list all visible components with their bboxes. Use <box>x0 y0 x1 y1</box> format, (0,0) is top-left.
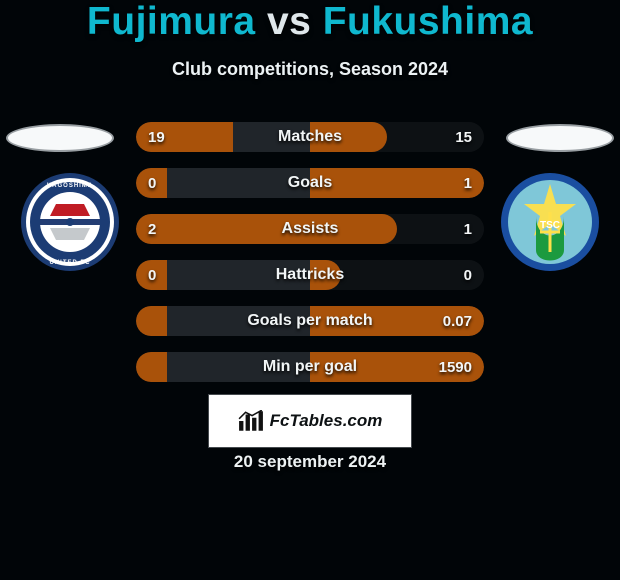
bars-icon <box>238 410 264 432</box>
vs-separator: vs <box>267 0 311 43</box>
stat-row: 01Goals <box>136 168 484 198</box>
stat-value-left: 0 <box>148 260 156 290</box>
stat-value-right: 15 <box>455 122 472 152</box>
stat-value-right: 1 <box>464 214 472 244</box>
svg-text:KAGOSHIMA: KAGOSHIMA <box>47 183 93 189</box>
stat-fill-left <box>136 306 167 336</box>
svg-text:TSC: TSC <box>540 220 560 231</box>
subtitle: Club competitions, Season 2024 <box>0 59 620 80</box>
stat-row: 21Assists <box>136 214 484 244</box>
shadow-ellipse-right <box>506 124 614 152</box>
stat-fill-right <box>310 122 387 152</box>
stat-value-right: 0 <box>464 260 472 290</box>
stat-value-left: 19 <box>148 122 165 152</box>
stat-value-right: 1590 <box>439 352 472 382</box>
svg-text:UNITED FC: UNITED FC <box>50 260 91 266</box>
stat-fill-left <box>136 352 167 382</box>
date-stamp: 20 september 2024 <box>0 452 620 472</box>
stat-value-left: 0 <box>148 168 156 198</box>
stat-row: 0.07Goals per match <box>136 306 484 336</box>
stat-value-right: 0.07 <box>443 306 472 336</box>
stats-container: 1915Matches01Goals21Assists00Hattricks0.… <box>136 122 484 398</box>
watermark-inner: FcTables.com <box>208 394 412 448</box>
stat-row: 1915Matches <box>136 122 484 152</box>
comparison-title: Fujimura vs Fukushima <box>0 0 620 44</box>
stat-fill-left <box>136 214 310 244</box>
stat-row: 00Hattricks <box>136 260 484 290</box>
watermark: FcTables.com <box>0 394 620 448</box>
stat-row: 1590Min per goal <box>136 352 484 382</box>
club-crest-left: KAGOSHIMA UNITED FC <box>20 172 120 272</box>
stat-fill-right <box>310 260 341 290</box>
stat-fill-right <box>310 214 397 244</box>
stat-value-left: 2 <box>148 214 156 244</box>
club-crest-right: TSC <box>500 172 600 272</box>
player1-name: Fujimura <box>87 0 256 43</box>
player2-name: Fukushima <box>323 0 533 43</box>
watermark-text: FcTables.com <box>270 411 383 431</box>
stat-value-right: 1 <box>464 168 472 198</box>
stat-fill-right <box>310 168 484 198</box>
crest-left-svg: KAGOSHIMA UNITED FC <box>20 172 120 272</box>
crest-right-svg: TSC <box>500 172 600 272</box>
shadow-ellipse-left <box>6 124 114 152</box>
